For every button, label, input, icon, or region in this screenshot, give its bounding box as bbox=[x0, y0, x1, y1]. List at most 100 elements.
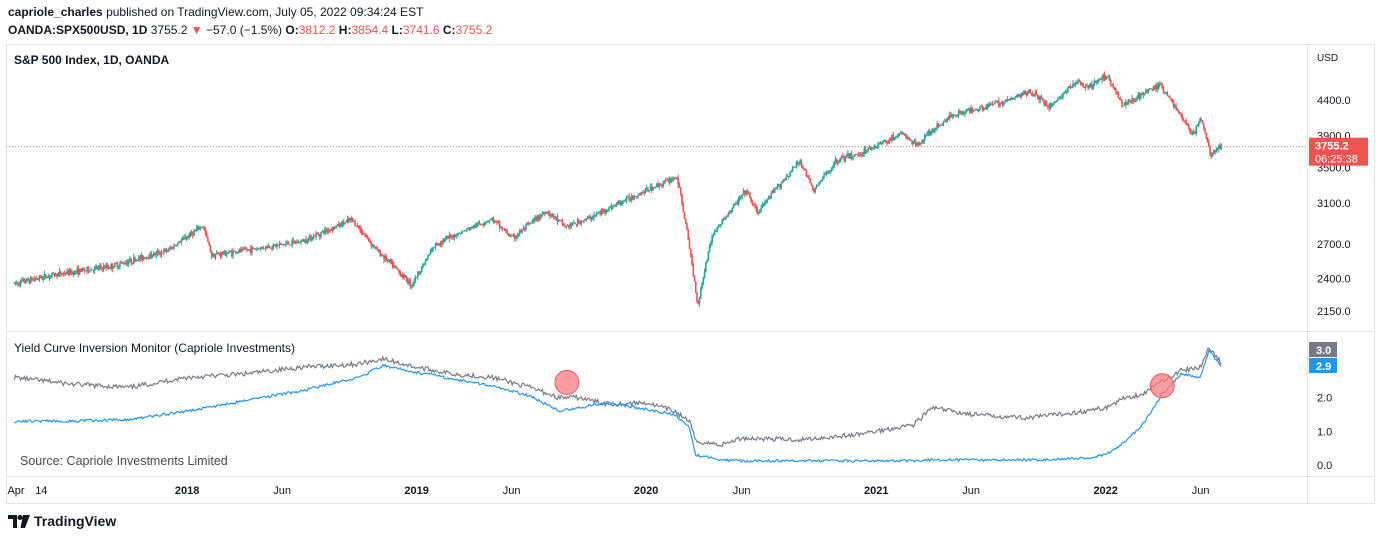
candle-body bbox=[433, 247, 436, 249]
candle-body bbox=[329, 229, 331, 232]
candle-body bbox=[992, 103, 995, 105]
candle-body bbox=[705, 262, 707, 272]
candle-body bbox=[153, 252, 155, 256]
candle-body bbox=[1216, 148, 1219, 150]
candle-body bbox=[132, 257, 135, 264]
candle-body bbox=[229, 250, 232, 252]
candle-body bbox=[380, 255, 383, 256]
candle-body bbox=[398, 270, 400, 272]
candle-body bbox=[100, 265, 102, 268]
candle-body bbox=[1181, 114, 1184, 120]
candle-body bbox=[151, 255, 154, 258]
candle-body bbox=[1156, 84, 1159, 89]
candle-body bbox=[131, 262, 134, 264]
candle-body bbox=[738, 197, 741, 199]
candle-body bbox=[979, 106, 981, 110]
candle-body bbox=[61, 274, 63, 276]
candle-body bbox=[227, 252, 229, 254]
low-label: L: bbox=[391, 23, 403, 37]
candle-body bbox=[1142, 92, 1145, 96]
candle-body bbox=[36, 278, 38, 280]
candle-body bbox=[451, 236, 453, 238]
candle-body bbox=[819, 181, 822, 183]
candle-body bbox=[741, 194, 744, 197]
candle-body bbox=[713, 230, 716, 235]
candle-body bbox=[860, 155, 863, 157]
candle-body bbox=[92, 270, 95, 271]
candle-body bbox=[281, 243, 283, 245]
candle-body bbox=[120, 262, 122, 264]
candle-body bbox=[883, 140, 886, 142]
candle-body bbox=[974, 110, 976, 112]
candle-body bbox=[600, 210, 603, 214]
candle-body bbox=[632, 195, 634, 200]
open-value: 3812.2 bbox=[298, 23, 336, 37]
candle-body bbox=[1023, 90, 1025, 93]
candle-body bbox=[418, 271, 420, 274]
candle-body bbox=[969, 108, 971, 113]
candle-body bbox=[643, 192, 646, 194]
candle-body bbox=[546, 211, 549, 213]
candle-body bbox=[952, 115, 955, 116]
candle-body bbox=[585, 218, 588, 220]
candle-body bbox=[117, 266, 120, 268]
candle-body bbox=[83, 269, 86, 271]
candle-body bbox=[746, 191, 749, 193]
candle-body bbox=[410, 285, 413, 287]
candle-body bbox=[868, 147, 871, 149]
candle-body bbox=[52, 272, 55, 274]
candle-body bbox=[71, 272, 73, 274]
candle-body bbox=[275, 244, 277, 247]
candle-body bbox=[951, 115, 954, 117]
candle-body bbox=[557, 220, 560, 222]
candle-body bbox=[629, 199, 632, 201]
candle-body bbox=[505, 230, 507, 232]
tradingview-brand[interactable]: TradingView bbox=[8, 513, 116, 529]
candle-body bbox=[668, 179, 671, 183]
candle-body bbox=[591, 217, 594, 219]
candle-body bbox=[1185, 120, 1187, 125]
candle-body bbox=[60, 271, 62, 275]
candle-body bbox=[648, 190, 651, 192]
candle-body bbox=[630, 195, 633, 200]
candle-body bbox=[356, 225, 359, 227]
candle-body bbox=[1054, 101, 1057, 103]
candle-body bbox=[732, 205, 735, 209]
author-name[interactable]: capriole_charles bbox=[8, 5, 103, 19]
candle-body bbox=[911, 140, 913, 144]
candle-body bbox=[526, 223, 529, 225]
candle-body bbox=[823, 174, 825, 178]
candle-body bbox=[657, 183, 659, 187]
candle-body bbox=[624, 200, 627, 202]
candle-body bbox=[1026, 91, 1029, 96]
candle-body bbox=[506, 230, 508, 234]
candle-body bbox=[301, 240, 304, 242]
candle-body bbox=[364, 234, 366, 236]
candle-body bbox=[384, 255, 387, 260]
candle-body bbox=[627, 196, 629, 198]
change-down-icon: ▼ bbox=[190, 23, 203, 37]
candle-body bbox=[415, 276, 418, 278]
candle-body bbox=[178, 241, 180, 243]
candle-body bbox=[1143, 93, 1146, 96]
candle-body bbox=[774, 188, 776, 190]
candle-body bbox=[750, 197, 752, 203]
candle-body bbox=[483, 222, 486, 225]
candle-body bbox=[687, 229, 690, 240]
candle-body bbox=[859, 154, 862, 156]
candle-body bbox=[795, 162, 798, 167]
candle-body bbox=[249, 249, 252, 253]
candle-body bbox=[379, 250, 381, 256]
candle-body bbox=[215, 252, 218, 255]
candle-body bbox=[257, 248, 260, 250]
candle-body bbox=[16, 282, 18, 284]
candle-body bbox=[325, 229, 327, 232]
candle-body bbox=[824, 173, 827, 175]
candle-body bbox=[259, 247, 262, 250]
candle-body bbox=[98, 265, 101, 268]
candle-body bbox=[154, 252, 156, 255]
candle-body bbox=[1092, 84, 1094, 89]
candle-body bbox=[653, 187, 656, 189]
candle-body bbox=[780, 183, 783, 188]
